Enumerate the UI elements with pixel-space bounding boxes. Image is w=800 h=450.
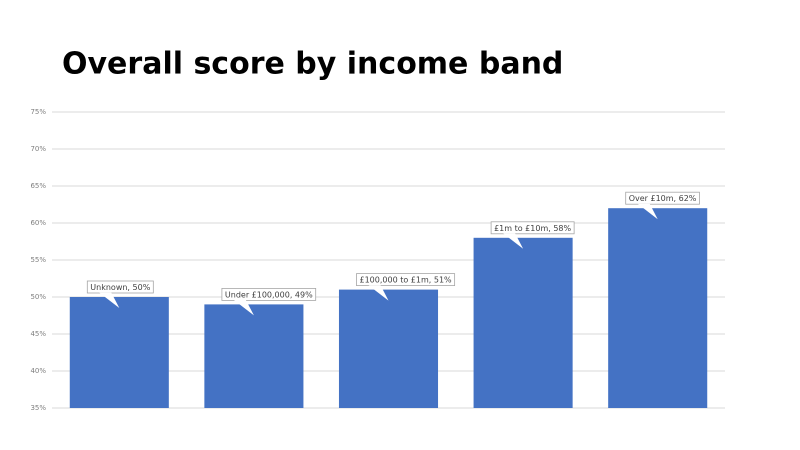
data-label: £1m to £10m, 58% — [494, 224, 571, 233]
callout-pointer — [99, 292, 120, 308]
chart-title: Overall score by income band — [62, 47, 563, 82]
bar — [473, 237, 573, 408]
data-callout: Unknown, 50% — [86, 280, 154, 308]
callout-box — [86, 280, 154, 294]
y-tick-label: 65% — [30, 182, 46, 190]
callout-pointer — [637, 203, 658, 220]
bar — [204, 304, 304, 408]
y-tick-label: 35% — [30, 404, 46, 412]
data-label: Unknown, 50% — [90, 283, 150, 292]
bar — [608, 208, 708, 408]
data-callout: £100,000 to £1m, 51% — [356, 273, 456, 301]
y-tick-label: 55% — [30, 256, 46, 264]
y-tick-label: 45% — [30, 330, 46, 338]
callout-pointer — [503, 233, 524, 249]
y-tick-label: 75% — [30, 108, 46, 116]
data-callout: Under £100,000, 49% — [221, 287, 317, 316]
callout-box — [625, 191, 700, 205]
callout-pointer — [368, 285, 389, 301]
callout-box — [356, 273, 456, 287]
bar — [338, 289, 439, 408]
data-label: Over £10m, 62% — [629, 194, 697, 203]
y-tick-label: 50% — [30, 293, 46, 301]
data-label: Under £100,000, 49% — [225, 290, 313, 299]
bar — [69, 297, 169, 408]
y-tick-label: 60% — [30, 219, 46, 227]
data-callout: £1m to £10m, 58% — [490, 221, 575, 249]
data-callout: Over £10m, 62% — [625, 191, 700, 220]
y-tick-label: 40% — [30, 367, 46, 375]
y-tick-label: 70% — [30, 145, 46, 153]
callout-pointer — [233, 300, 254, 316]
data-label: £100,000 to £1m, 51% — [360, 276, 453, 285]
callout-box — [490, 221, 575, 235]
callout-box — [221, 287, 317, 301]
